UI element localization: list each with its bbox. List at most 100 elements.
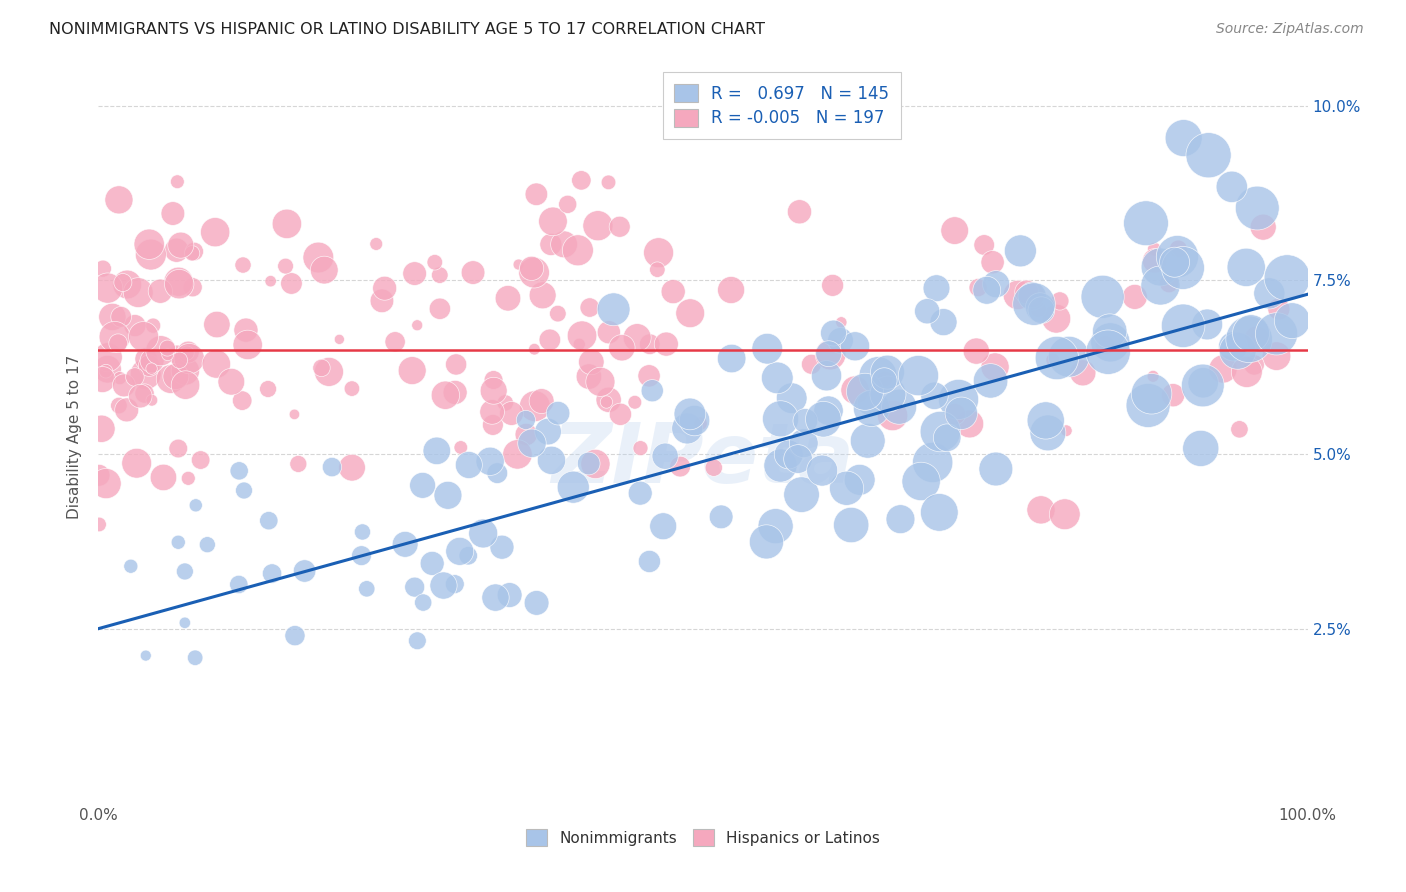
Point [108, 193, 131, 207]
Point [508, 258, 530, 272]
Point [167, 275, 190, 289]
Point [423, 255, 446, 269]
Point [595, 395, 617, 409]
Point [921, 455, 943, 469]
Point [860, 401, 883, 416]
Point [882, 409, 904, 423]
Point [520, 261, 543, 276]
Point [569, 173, 592, 187]
Point [553, 237, 575, 252]
Point [1192, 376, 1215, 390]
Point [915, 304, 938, 318]
Point [221, 375, 243, 389]
Point [356, 582, 378, 596]
Point [429, 301, 451, 316]
Point [950, 406, 973, 420]
Point [567, 244, 589, 258]
Point [138, 359, 160, 373]
Point [1143, 242, 1166, 256]
Point [1123, 290, 1146, 304]
Point [184, 650, 207, 665]
Point [177, 345, 200, 359]
Point [602, 302, 624, 317]
Point [1157, 277, 1180, 291]
Point [124, 318, 146, 333]
Point [1140, 386, 1163, 401]
Point [932, 315, 955, 329]
Point [578, 369, 600, 384]
Point [547, 406, 569, 420]
Point [110, 310, 132, 324]
Point [311, 360, 333, 375]
Point [1007, 288, 1029, 302]
Point [683, 413, 706, 427]
Point [817, 403, 839, 417]
Point [404, 580, 426, 594]
Point [628, 486, 651, 500]
Point [789, 204, 811, 219]
Point [166, 243, 188, 257]
Point [676, 421, 699, 435]
Point [1236, 365, 1258, 379]
Point [853, 384, 876, 399]
Point [461, 266, 484, 280]
Point [848, 473, 870, 487]
Point [598, 325, 620, 339]
Point [538, 333, 561, 347]
Point [766, 371, 789, 385]
Point [166, 348, 188, 362]
Point [280, 277, 302, 291]
Point [609, 407, 631, 421]
Point [1171, 318, 1194, 333]
Point [859, 396, 882, 410]
Point [1135, 216, 1157, 230]
Point [1166, 250, 1188, 264]
Point [689, 417, 711, 431]
Point [257, 382, 280, 396]
Point [1071, 366, 1094, 380]
Point [586, 219, 609, 233]
Point [765, 519, 787, 533]
Point [276, 217, 298, 231]
Point [557, 197, 579, 211]
Point [107, 336, 129, 351]
Point [274, 259, 297, 273]
Point [1029, 503, 1052, 517]
Point [156, 341, 179, 355]
Point [1053, 508, 1076, 522]
Point [384, 334, 406, 349]
Point [815, 368, 838, 383]
Point [167, 442, 190, 456]
Point [156, 348, 179, 362]
Point [1036, 425, 1059, 440]
Point [174, 364, 197, 378]
Point [87, 517, 110, 532]
Point [173, 565, 195, 579]
Point [889, 512, 911, 526]
Point [655, 337, 678, 351]
Point [1149, 260, 1171, 274]
Point [394, 537, 416, 551]
Point [866, 368, 889, 383]
Point [307, 251, 329, 265]
Point [1167, 242, 1189, 256]
Point [412, 478, 434, 492]
Point [444, 385, 467, 400]
Point [598, 392, 620, 407]
Point [641, 384, 664, 398]
Point [710, 509, 733, 524]
Point [401, 363, 423, 377]
Point [437, 488, 460, 502]
Point [170, 238, 193, 252]
Point [406, 318, 429, 333]
Point [630, 441, 652, 455]
Point [149, 284, 172, 298]
Point [1222, 339, 1244, 353]
Point [1258, 286, 1281, 301]
Point [97, 350, 120, 364]
Point [662, 285, 685, 299]
Point [179, 351, 201, 366]
Point [830, 315, 852, 329]
Point [141, 353, 163, 368]
Point [501, 406, 523, 420]
